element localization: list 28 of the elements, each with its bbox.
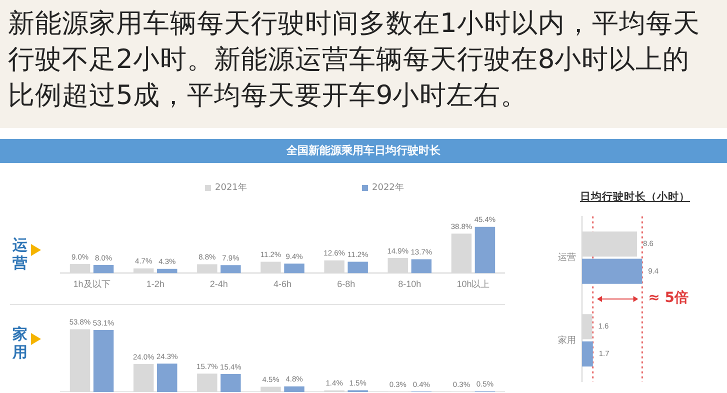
chart-title: 日均行驶时长（小时） — [580, 190, 690, 204]
bar — [411, 259, 432, 274]
bar — [93, 265, 114, 274]
legend-label: 2021年 — [215, 182, 247, 194]
bar — [93, 330, 114, 392]
y-axis-title: 家用 — [12, 325, 28, 361]
bar — [474, 226, 496, 274]
bar — [220, 374, 241, 392]
x-tick-label: 10h以上 — [456, 279, 490, 290]
x-tick-label: 1h及以下 — [73, 279, 110, 290]
bar — [157, 364, 178, 392]
chart-title: 新能源家用车辆每天行驶时间多数在1小时以内，平均每天行驶不足2小时。新能源运营车辆每天行驶在8小时以上的比例超过5成，平均每天要开车9小时左右。 — [8, 7, 701, 113]
bar — [348, 262, 368, 274]
bar — [284, 386, 304, 392]
bar — [284, 264, 304, 274]
bar — [157, 268, 178, 274]
chart-subtitle: 全国新能源乘用车日均行驶时长 — [0, 139, 727, 163]
x-tick-label: 6-8h — [337, 279, 356, 290]
text: ≈ 5倍 — [648, 289, 689, 307]
bar — [582, 341, 593, 366]
legend-label: 2022年 — [372, 182, 404, 194]
x-tick-label: 8-10h — [398, 279, 422, 290]
bar — [582, 258, 642, 284]
x-tick-label: 4-6h — [273, 279, 292, 290]
x-tick-label: 2-4h — [210, 279, 228, 290]
y-axis-title: 运营 — [12, 236, 28, 272]
x-tick-label: 1-2h — [146, 279, 164, 290]
bar — [220, 265, 241, 274]
